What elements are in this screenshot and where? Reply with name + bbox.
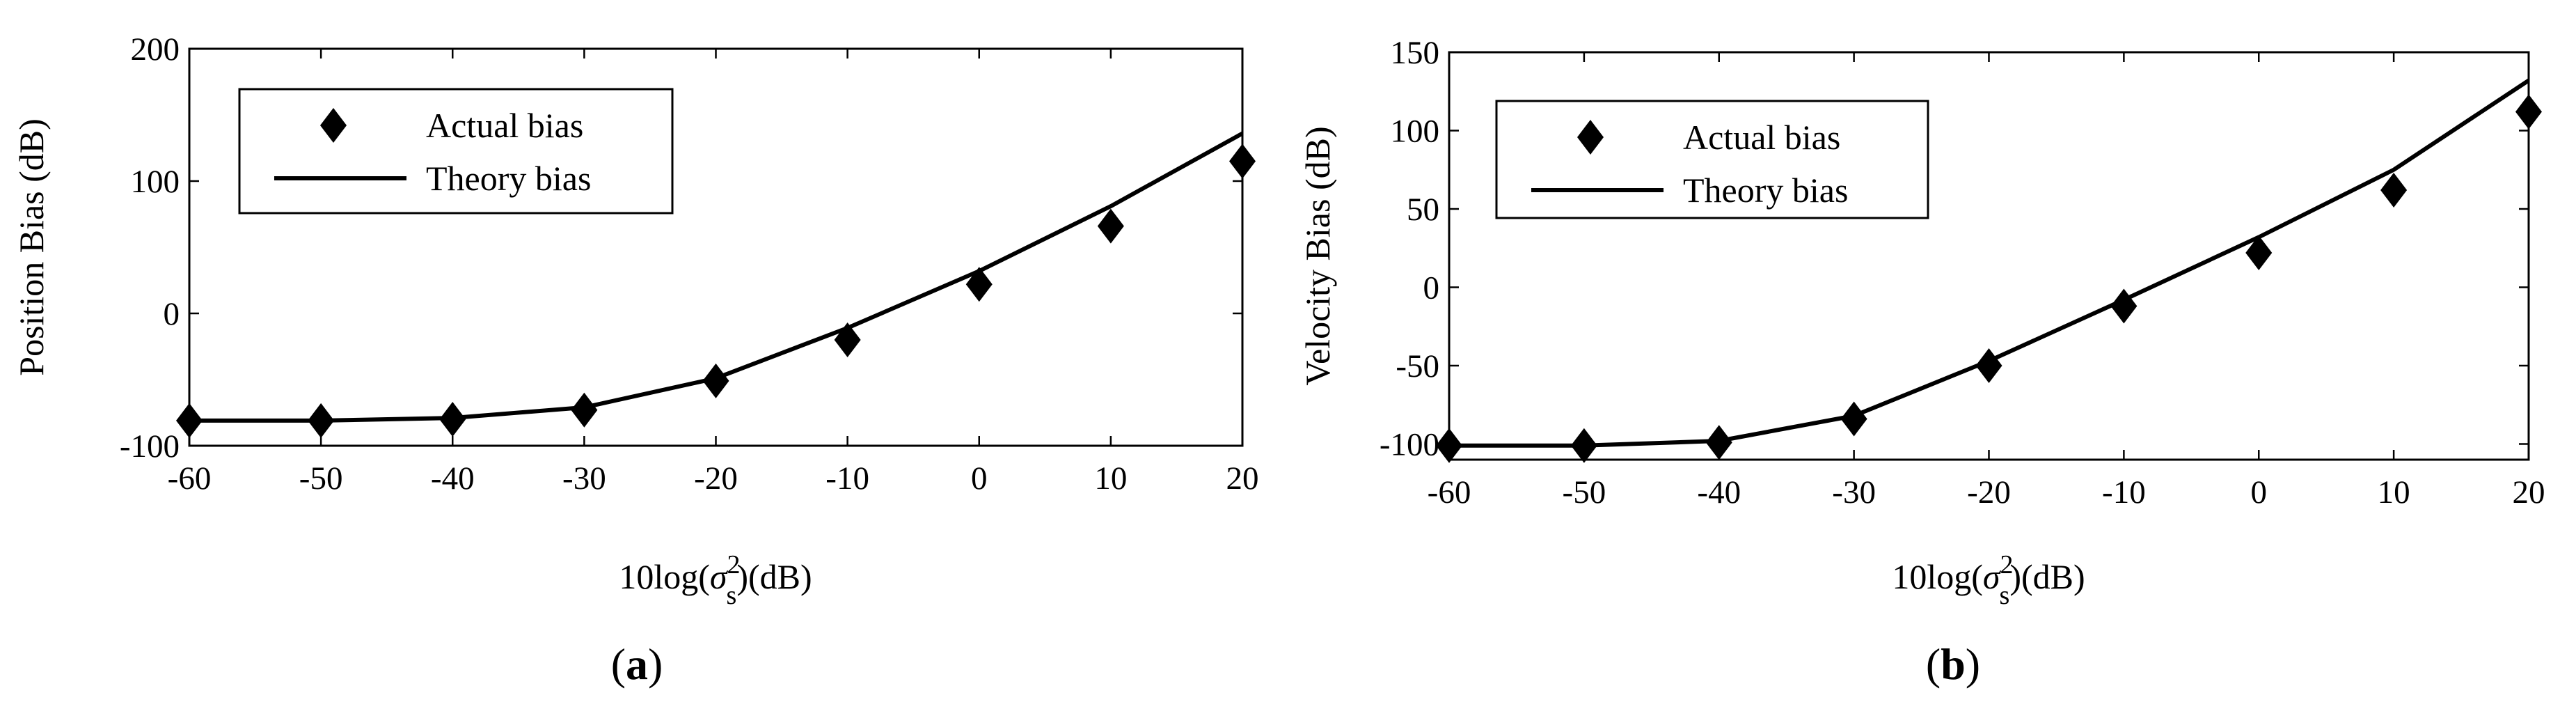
chart-panel-b: -60 -50 -40 -30 -20 -10 0 10 20-100-50050100150V… (1298, 35, 2545, 689)
actual-bias-marker (2110, 288, 2138, 324)
x-tick-label: -20 (1967, 474, 2011, 511)
x-axis-label-superscript: 2 (2000, 550, 2014, 579)
actual-bias-marker (1975, 348, 2002, 383)
x-axis-label-symbol: σ (710, 557, 729, 596)
x-tick-label: 20 (1226, 460, 1259, 497)
legend-entry-label: Actual bias (1683, 118, 1840, 157)
actual-bias-marker (1097, 208, 1124, 244)
x-axis-label-suffix: )(dB) (736, 557, 812, 596)
legend-box (238, 88, 674, 215)
x-axis-label: 10log(σ2 s)(dB) (619, 550, 812, 610)
actual-bias-marker (1229, 143, 1256, 179)
actual-bias-marker (2380, 173, 2408, 208)
x-axis-label-prefix: 10log( (1892, 557, 1983, 596)
legend: Actual bias Theory bias (1495, 100, 1929, 219)
y-tick-label: 100 (131, 164, 180, 200)
x-tick-label: -60 (168, 460, 212, 497)
x-tick-label: -40 (431, 460, 475, 497)
actual-bias-marker (308, 403, 335, 438)
actual-bias-marker (1570, 428, 1597, 463)
actual-bias-marker (2515, 94, 2542, 130)
panel-label: (a) (611, 639, 663, 689)
x-tick-label: 20 (2513, 474, 2545, 511)
y-tick-label: 0 (164, 296, 180, 332)
x-tick-label: -10 (825, 460, 869, 497)
x-axis-label-superscript: 2 (727, 550, 741, 579)
x-tick-label: -50 (299, 460, 343, 497)
x-axis-label-symbol: σ (1983, 557, 2002, 596)
actual-bias-marker (702, 363, 729, 398)
panel-label-letter: b (1941, 639, 1966, 689)
actual-bias-marker (1705, 425, 1732, 460)
x-axis-label-subscript: s (2000, 581, 2010, 610)
x-tick-label: -60 (1428, 474, 1471, 511)
x-axis-label-suffix: )(dB) (2009, 557, 2085, 596)
actual-bias-marker (571, 392, 598, 428)
x-axis-label-prefix: 10log( (619, 557, 710, 596)
x-tick-label: 10 (2378, 474, 2410, 511)
y-tick-label: -100 (120, 428, 180, 465)
legend-entry-label: Theory bias (1683, 171, 1848, 210)
x-tick-label: 0 (2251, 474, 2268, 511)
y-tick-label: 50 (1407, 192, 1439, 228)
panel-label-open: ( (1926, 639, 1941, 689)
x-tick-label: 0 (971, 460, 988, 497)
y-axis-label: Position Bias (dB) (12, 118, 51, 375)
x-axis-label-subscript: s (727, 581, 737, 610)
panel-label: (b) (1926, 639, 1980, 689)
panel-label-close: ) (1966, 639, 1980, 689)
panel-label-open: ( (611, 639, 626, 689)
actual-bias-marker (439, 402, 466, 437)
x-tick-label: -20 (694, 460, 738, 497)
y-tick-label: 0 (1423, 270, 1440, 306)
actual-bias-marker (2245, 235, 2273, 270)
x-tick-label: -10 (2102, 474, 2146, 511)
y-tick-label: -100 (1380, 427, 1439, 463)
y-tick-label: 200 (131, 31, 180, 68)
legend-entry-label: Actual bias (426, 106, 583, 145)
panel-label-close: ) (648, 639, 663, 689)
actual-bias-marker (1436, 428, 1462, 463)
x-tick-label: -50 (1563, 474, 1606, 511)
actual-bias-marker (834, 322, 861, 357)
actual-bias-marker (176, 403, 203, 438)
legend-entry-label: Theory bias (426, 159, 591, 198)
x-tick-label: -30 (562, 460, 606, 497)
x-axis-label: 10log(σ2 s)(dB) (1892, 550, 2085, 610)
x-tick-label: -40 (1697, 474, 1741, 511)
legend-box (1495, 100, 1929, 219)
actual-bias-marker (965, 267, 993, 302)
y-tick-label: 150 (1391, 35, 1440, 71)
y-tick-label: -50 (1396, 348, 1439, 384)
x-tick-label: -30 (1832, 474, 1876, 511)
legend: Actual bias Theory bias (238, 88, 674, 215)
legend-marker-symbol (1577, 120, 1604, 155)
actual-bias-marker (1840, 401, 1867, 437)
y-axis-label: Velocity Bias (dB) (1298, 126, 1337, 385)
legend-marker-symbol (320, 108, 347, 143)
y-tick-label: 100 (1391, 114, 1440, 150)
x-tick-label: 10 (1094, 460, 1127, 497)
chart-panel-a: -60 -50 -40 -30 -20 -10 0 10 20-1000100200Positi… (12, 31, 1259, 689)
panel-label-letter: a (626, 639, 648, 689)
